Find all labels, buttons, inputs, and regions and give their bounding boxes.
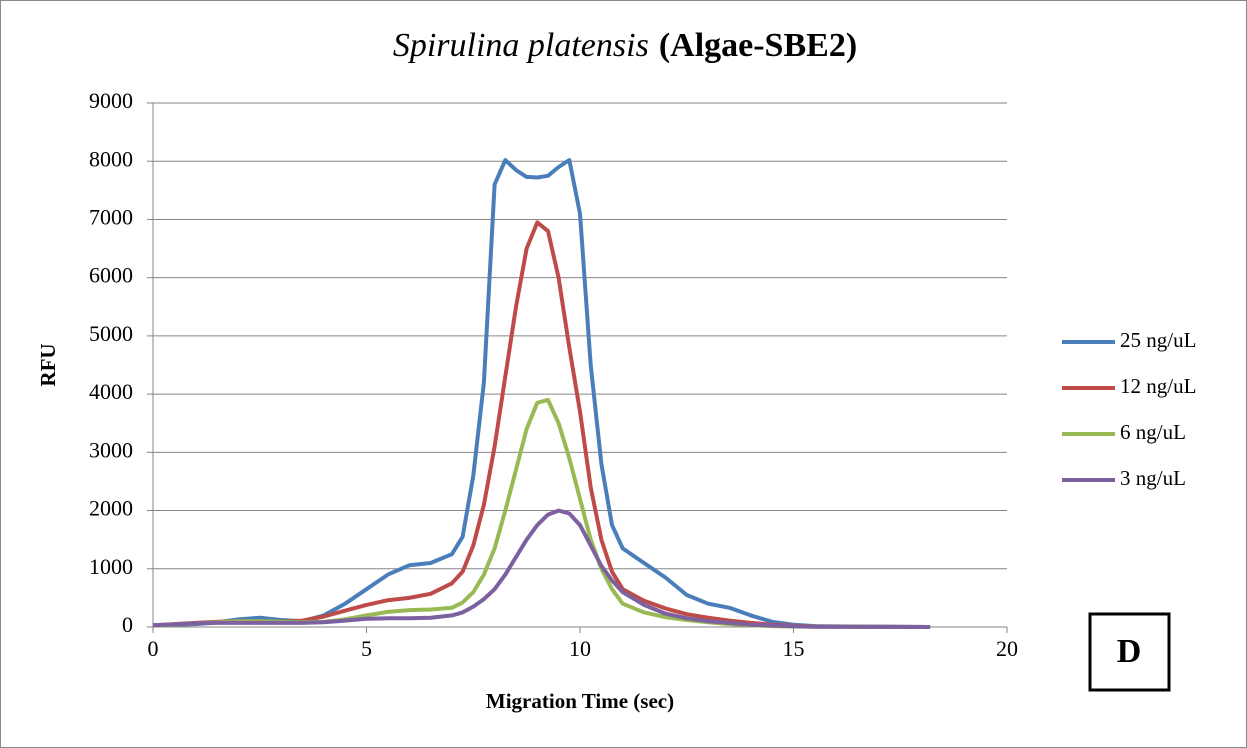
x-tick-label: 10 (569, 636, 591, 661)
y-tick-label: 9000 (89, 88, 133, 113)
series-line (152, 508, 931, 629)
x-tick-label: 0 (148, 636, 159, 661)
legend-label: 6 ng/uL (1120, 420, 1186, 444)
legend-label: 25 ng/uL (1120, 328, 1196, 352)
chart-title: Spirulina platensis (Algae-SBE2) (393, 27, 857, 64)
y-tick-label: 2000 (89, 496, 133, 521)
legend-label: 3 ng/uL (1120, 466, 1186, 490)
title-italic: Spirulina platensis (393, 27, 649, 64)
x-axis-title: Migration Time (sec) (486, 689, 674, 713)
y-tick-label: 5000 (89, 321, 133, 346)
y-tick-label: 6000 (89, 263, 133, 288)
y-tick-label: 4000 (89, 379, 133, 404)
y-tick-label: 1000 (89, 554, 133, 579)
x-tick-label: 20 (996, 636, 1018, 661)
y-tick-label: 3000 (89, 437, 133, 462)
legend-label: 12 ng/uL (1120, 374, 1196, 398)
x-tick-label: 15 (783, 636, 805, 661)
y-tick-label: 0 (122, 612, 133, 637)
y-tick-label: 8000 (89, 146, 133, 171)
y-axis-title: RFU (36, 343, 60, 386)
annotation-box (1088, 612, 1171, 692)
x-tick-label: 5 (361, 636, 372, 661)
annotation: D (1117, 633, 1142, 670)
title-bold: (Algae-SBE2) (659, 27, 857, 64)
y-tick-label: 7000 (89, 204, 133, 229)
